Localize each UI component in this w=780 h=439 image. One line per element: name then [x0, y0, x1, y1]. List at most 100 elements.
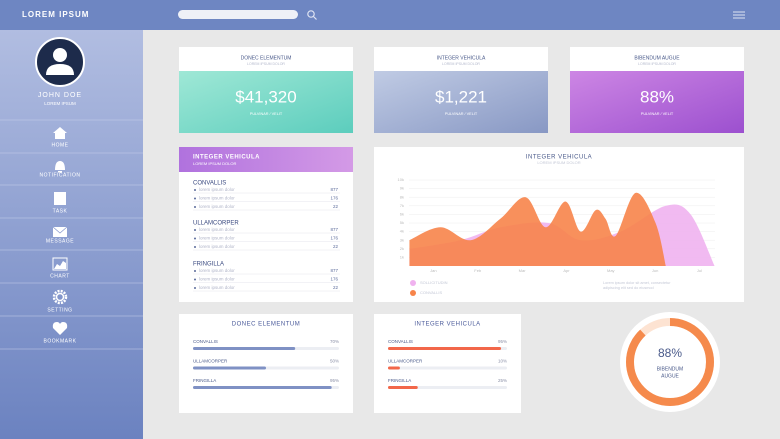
chart-icon	[52, 257, 68, 271]
progress-value: 25%	[498, 378, 507, 383]
item-label: lorem ipsum dolor	[199, 187, 235, 192]
x-tick-label: May	[607, 268, 615, 273]
y-tick-label: 1k	[400, 254, 404, 259]
avatar	[35, 37, 85, 87]
bullet	[194, 229, 196, 231]
bookmark-icon	[52, 322, 68, 335]
y-tick-label: 4k	[400, 229, 404, 234]
progress-track	[388, 386, 507, 389]
chart-note: adipiscing elit sed do eiusmod	[603, 286, 654, 290]
bullet	[194, 189, 196, 191]
group-name: ULLAMCORPER	[193, 221, 239, 227]
menu-label: NOTIFICATION	[40, 172, 81, 178]
progress-track	[388, 366, 507, 370]
donut-card	[620, 312, 720, 412]
task-icon	[54, 192, 66, 205]
list-subtitle: LOREM IPSUM DOLOR	[193, 161, 236, 166]
legend-swatch	[410, 290, 416, 296]
item-label: lorem ipsum dolor	[199, 285, 235, 290]
legend-label: SOLLICITUDIN	[420, 280, 448, 285]
donut-label: BIBENDUM	[657, 366, 683, 372]
menu-button[interactable]	[733, 11, 745, 19]
item-value: 22	[333, 285, 339, 290]
legend-swatch	[410, 280, 416, 286]
stat-caption: PULVINAR / VELIT	[641, 112, 674, 116]
x-tick-label: Feb	[474, 268, 482, 273]
bullet	[194, 287, 196, 289]
progress-bar	[388, 347, 502, 350]
x-tick-label: Jul	[697, 268, 702, 273]
stat-card-fill	[374, 71, 548, 133]
bullet	[194, 270, 196, 272]
y-tick-label: 8k	[400, 194, 404, 199]
area	[409, 192, 666, 266]
stat-subtitle: LOREM IPSUM DOLOR	[442, 62, 480, 66]
item-label: lorem ipsum dolor	[199, 268, 235, 273]
item-value: 176	[330, 277, 338, 282]
progress-label: FRINGILLA	[388, 378, 411, 383]
bullet	[194, 278, 196, 281]
menu-label: HOME	[52, 142, 69, 148]
x-tick-label: Jan	[430, 268, 436, 273]
progress-card	[374, 314, 521, 413]
item-label: lorem ipsum dolor	[199, 236, 235, 241]
search-icon[interactable]	[307, 10, 317, 20]
bullet	[194, 206, 196, 208]
progress-bar	[193, 347, 296, 350]
stat-card-fill	[179, 71, 353, 133]
stat-title: DONEC ELEMENTUM	[241, 55, 292, 61]
progress-label: ULLAMCORPER	[193, 359, 228, 364]
stat-value: 88%	[640, 87, 674, 106]
sidebar	[0, 30, 143, 439]
progress-title: INTEGER VEHICULA	[414, 322, 480, 328]
list-title: INTEGER VEHICULA	[193, 155, 260, 161]
message-icon	[52, 226, 68, 237]
progress-value: 50%	[330, 359, 339, 364]
content: HOME NOTIFICATION TASK MESSAGE CHART SETTING B…	[40, 47, 744, 413]
progress-label: CONVALLIS	[193, 339, 218, 344]
progress-value: 70%	[330, 339, 339, 344]
item-label: lorem ipsum dolor	[199, 227, 235, 232]
menu-label: SETTING	[47, 307, 72, 313]
setting-icon	[52, 289, 68, 305]
bullet	[194, 237, 196, 240]
item-label: lorem ipsum dolor	[199, 196, 235, 201]
user-name: JOHN DOE	[38, 92, 82, 99]
item-value: 22	[333, 204, 339, 209]
item-value: 176	[330, 236, 338, 241]
legend-label: CONVALLIS	[420, 290, 442, 295]
y-tick-label: 2k	[400, 246, 404, 251]
stat-value: $41,320	[235, 87, 296, 106]
progress-label: FRINGILLA	[193, 378, 216, 383]
y-tick-label: 3k	[400, 237, 404, 242]
item-label: lorem ipsum dolor	[199, 204, 235, 209]
donut-label: AUGUE	[661, 373, 679, 379]
group-name: FRINGILLA	[193, 262, 224, 268]
y-tick-label: 10k	[398, 177, 404, 182]
progress-bar	[388, 386, 418, 389]
y-tick-label: 7k	[400, 203, 404, 208]
progress-bar	[193, 366, 266, 370]
stat-title: BIBENDUM AUGUE	[634, 55, 680, 61]
y-tick-label: 9k	[400, 186, 404, 191]
progress-card	[179, 314, 353, 413]
menu-label: TASK	[53, 208, 68, 214]
donut-value: 88%	[658, 346, 682, 360]
progress-bar	[388, 366, 400, 370]
stat-subtitle: LOREM IPSUM DOLOR	[638, 62, 676, 66]
search-bar[interactable]	[178, 10, 298, 19]
stat-card-fill	[570, 71, 744, 133]
x-tick-label: Jun	[652, 268, 658, 273]
bullet	[194, 246, 196, 248]
y-tick-label: 6k	[400, 211, 404, 216]
item-label: lorem ipsum dolor	[199, 277, 235, 282]
item-value: 877	[330, 227, 338, 232]
menu-dividers	[0, 119, 143, 350]
menu-label: MESSAGE	[46, 238, 74, 244]
item-value: 877	[330, 187, 338, 192]
progress-label: ULLAMCORPER	[388, 359, 423, 364]
list-header	[179, 147, 353, 172]
chart-subtitle: LOREM IPSUM DOLOR	[537, 160, 580, 165]
top-bar	[0, 0, 780, 30]
